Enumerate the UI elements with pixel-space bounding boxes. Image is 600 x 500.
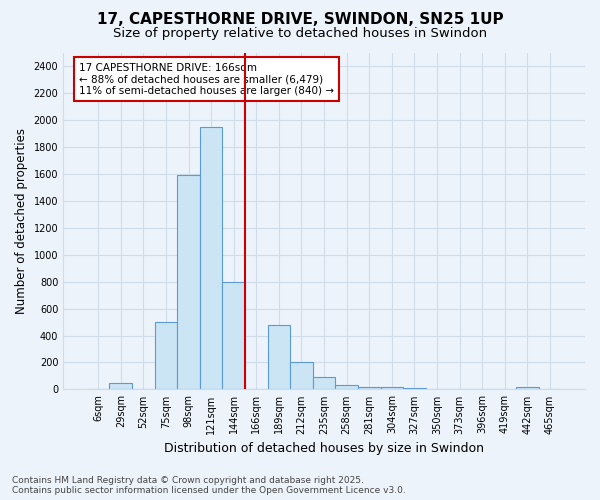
Text: 17, CAPESTHORNE DRIVE, SWINDON, SN25 1UP: 17, CAPESTHORNE DRIVE, SWINDON, SN25 1UP (97, 12, 503, 28)
Bar (516, 386, 539, 390)
Bar (380, 388, 403, 390)
Text: 17 CAPESTHORNE DRIVE: 166sqm
← 88% of detached houses are smaller (6,479)
11% of: 17 CAPESTHORNE DRIVE: 166sqm ← 88% of de… (79, 62, 334, 96)
Bar (177, 175, 200, 390)
X-axis label: Distribution of detached houses by size in Swindon: Distribution of detached houses by size … (164, 442, 484, 455)
Bar (426, 389, 448, 390)
Y-axis label: Number of detached properties: Number of detached properties (15, 128, 28, 314)
Bar (268, 324, 290, 390)
Bar (223, 282, 245, 390)
Bar (200, 126, 223, 390)
Bar (358, 386, 380, 390)
Bar (335, 386, 358, 390)
Text: Size of property relative to detached houses in Swindon: Size of property relative to detached ho… (113, 28, 487, 40)
Bar (313, 376, 335, 390)
Text: Contains HM Land Registry data © Crown copyright and database right 2025.
Contai: Contains HM Land Registry data © Crown c… (12, 476, 406, 495)
Bar (155, 322, 177, 390)
Bar (290, 362, 313, 390)
Bar (403, 388, 426, 390)
Bar (109, 382, 132, 390)
